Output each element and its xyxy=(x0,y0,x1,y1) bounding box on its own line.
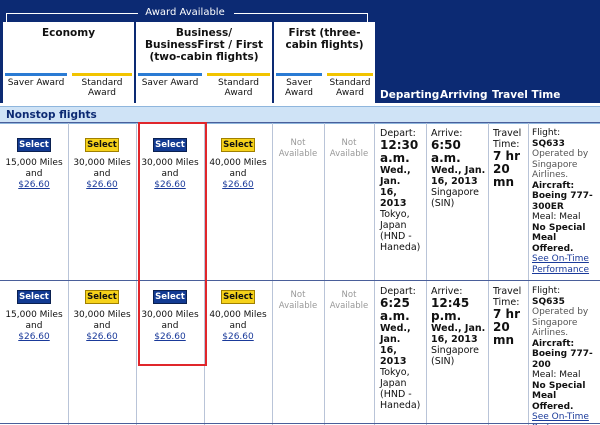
fee-link[interactable]: $26.60 xyxy=(18,180,50,190)
cabin-title-first: First (three- cabin flights) xyxy=(285,27,364,51)
on-time-performance-link[interactable]: See On-Time Performance xyxy=(532,254,590,275)
fare-cell-first-standard: Not Available xyxy=(329,290,369,311)
fare-economy-saver: Saver Award xyxy=(3,73,69,101)
fare-cell-business-saver: Select 30,000 Miles and $26.60 xyxy=(136,138,204,191)
flight-details: Flight: SQ633 Operated by Singapore Airl… xyxy=(532,128,600,275)
column-arriving: Arriving xyxy=(440,89,488,101)
fee-link[interactable]: $26.60 xyxy=(86,332,118,342)
travel-time-info: Travel Time: 7 hr 20 mn xyxy=(493,286,522,347)
fare-economy-standard: Standard Award xyxy=(70,73,134,101)
cabin-business: Business/ BusinessFirst / First (two-cab… xyxy=(136,22,272,103)
cabin-economy: Economy xyxy=(3,22,134,103)
fee-link[interactable]: $26.60 xyxy=(154,332,186,342)
select-button-economy-saver[interactable]: Select xyxy=(17,290,51,304)
fare-cell-first-standard: Not Available xyxy=(329,138,369,159)
select-button-business-saver[interactable]: Select xyxy=(153,138,187,152)
fare-cell-economy-saver: Select 15,000 Miles and $26.60 xyxy=(0,138,68,191)
flight-row-2: Select 15,000 Miles and $26.60 Select 30… xyxy=(0,281,600,425)
cabin-title-business: Business/ BusinessFirst / First (two-cab… xyxy=(144,27,263,63)
flight-row-1: Select 15,000 Miles and $26.60 Select 30… xyxy=(0,123,600,283)
fare-cell-first-saver: Not Available xyxy=(278,138,318,159)
fare-first-standard: Standard Award xyxy=(325,73,375,101)
select-button-business-standard[interactable]: Select xyxy=(221,290,255,304)
cabin-first: First (three- cabin flights) xyxy=(274,22,375,103)
travel-time-info: Travel Time: 7 hr 20 mn xyxy=(493,128,522,189)
column-travel-time: Travel Time xyxy=(492,89,561,101)
fee-link[interactable]: $26.60 xyxy=(222,332,254,342)
flight-details: Flight: SQ635 Operated by Singapore Airl… xyxy=(532,286,600,425)
fare-business-saver: Saver Award xyxy=(136,73,204,101)
fee-link[interactable]: $26.60 xyxy=(18,332,50,342)
award-available-label: Award Available xyxy=(145,7,225,18)
select-button-economy-standard[interactable]: Select xyxy=(85,138,119,152)
departing-info: Depart: 12:30 a.m. Wed., Jan. 16, 2013 T… xyxy=(380,128,421,253)
select-button-economy-saver[interactable]: Select xyxy=(17,138,51,152)
fare-cell-business-standard: Select 40,000 Miles and $26.60 xyxy=(204,290,272,343)
section-title: Nonstop flights xyxy=(6,109,97,121)
select-button-business-saver[interactable]: Select xyxy=(153,290,187,304)
cabin-title-economy: Economy xyxy=(41,27,96,39)
arriving-info: Arrive: 6:50 a.m. Wed., Jan. 16, 2013 Si… xyxy=(431,128,486,209)
fare-cell-business-saver: Select 30,000 Miles and $26.60 xyxy=(136,290,204,343)
fee-link[interactable]: $26.60 xyxy=(86,180,118,190)
fare-cell-business-standard: Select 40,000 Miles and $26.60 xyxy=(204,138,272,191)
section-bar-nonstop: Nonstop flights xyxy=(0,106,600,124)
select-button-business-standard[interactable]: Select xyxy=(221,138,255,152)
fee-link[interactable]: $26.60 xyxy=(222,180,254,190)
fare-first-saver: Saver Award xyxy=(274,73,324,101)
arriving-info: Arrive: 12:45 p.m. Wed., Jan. 16, 2013 S… xyxy=(431,286,486,367)
fee-link[interactable]: $26.60 xyxy=(154,180,186,190)
fare-cell-economy-standard: Select 30,000 Miles and $26.60 xyxy=(68,290,136,343)
highlight-box-business-saver xyxy=(138,122,207,366)
select-button-economy-standard[interactable]: Select xyxy=(85,290,119,304)
fare-cell-economy-standard: Select 30,000 Miles and $26.60 xyxy=(68,138,136,191)
fare-cell-first-saver: Not Available xyxy=(278,290,318,311)
fare-business-standard: Standard Award xyxy=(205,73,272,101)
column-departing: Departing xyxy=(380,89,440,101)
departing-info: Depart: 6:25 a.m. Wed., Jan. 16, 2013 To… xyxy=(380,286,421,411)
fare-cell-economy-saver: Select 15,000 Miles and $26.60 xyxy=(0,290,68,343)
